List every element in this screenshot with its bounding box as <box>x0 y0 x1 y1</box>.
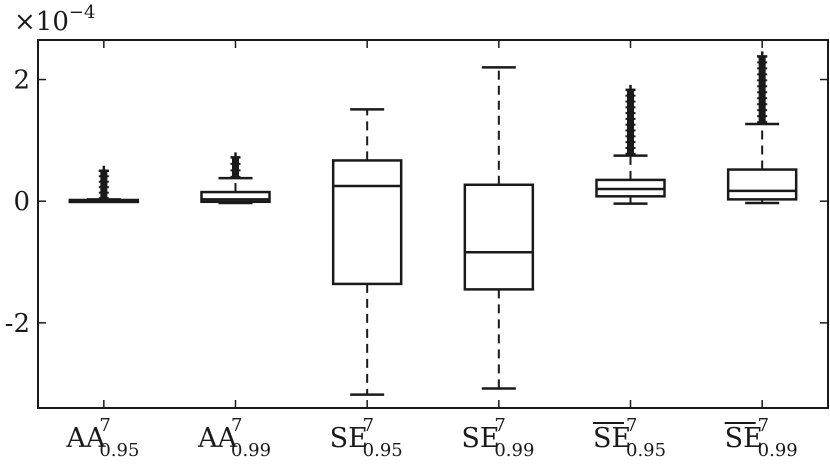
scale-factor-base: ×10 <box>14 7 69 37</box>
x-category-label-5: SE7 0.99 <box>724 415 798 461</box>
x-label-superscript: 7 <box>231 415 242 436</box>
outlier-cluster <box>758 56 766 123</box>
box-iqr <box>726 168 798 201</box>
x-label-base: SE <box>330 423 368 454</box>
x-label-superscript: 7 <box>99 415 110 436</box>
x-label-superscript: 7 <box>494 415 505 436</box>
x-label-subscript: 0.95 <box>626 440 666 461</box>
axes-frame <box>37 39 829 409</box>
x-category-label-4: SE7 0.95 <box>593 415 666 461</box>
scale-factor-label: ×10−4 <box>14 2 95 37</box>
x-category-label-3: SE7 0.99 <box>461 415 534 461</box>
box-series-2 <box>331 40 403 408</box>
box-series-3 <box>463 40 535 408</box>
box-series-1 <box>200 40 271 408</box>
y-tick-label: 2 <box>13 66 30 96</box>
box-iqr <box>331 159 403 286</box>
x-label-base: AA <box>65 423 105 454</box>
box-series-4 <box>595 40 666 408</box>
x-category-label-1: AA7 0.99 <box>197 415 271 461</box>
y-tick-label: -2 <box>5 309 30 339</box>
scale-factor-exponent: −4 <box>69 2 96 23</box>
x-label-superscript: 7 <box>626 415 637 436</box>
x-label-subscript: 0.99 <box>758 440 798 461</box>
x-label-superscript: 7 <box>758 415 769 436</box>
y-tick-label: 0 <box>13 187 30 217</box>
x-label-superscript: 7 <box>363 415 374 436</box>
x-label-subscript: 0.95 <box>99 440 139 461</box>
x-label-base: SE <box>725 423 763 454</box>
x-category-label-2: SE7 0.95 <box>330 415 403 461</box>
outlier-cluster <box>627 89 634 154</box>
x-label-subscript: 0.99 <box>231 440 271 461</box>
outlier-cluster <box>232 157 239 177</box>
x-category-label-0: AA7 0.95 <box>65 415 139 461</box>
box-series-5 <box>726 40 798 408</box>
x-label-base: SE <box>461 423 499 454</box>
box-series-0 <box>68 40 140 408</box>
x-label-subscript: 0.99 <box>494 440 534 461</box>
x-label-base: SE <box>593 423 631 454</box>
box-iqr <box>200 190 271 204</box>
box-iqr <box>463 183 535 291</box>
outlier-cluster <box>100 170 108 199</box>
x-label-subscript: 0.95 <box>363 440 403 461</box>
x-label-base: AA <box>197 423 237 454</box>
